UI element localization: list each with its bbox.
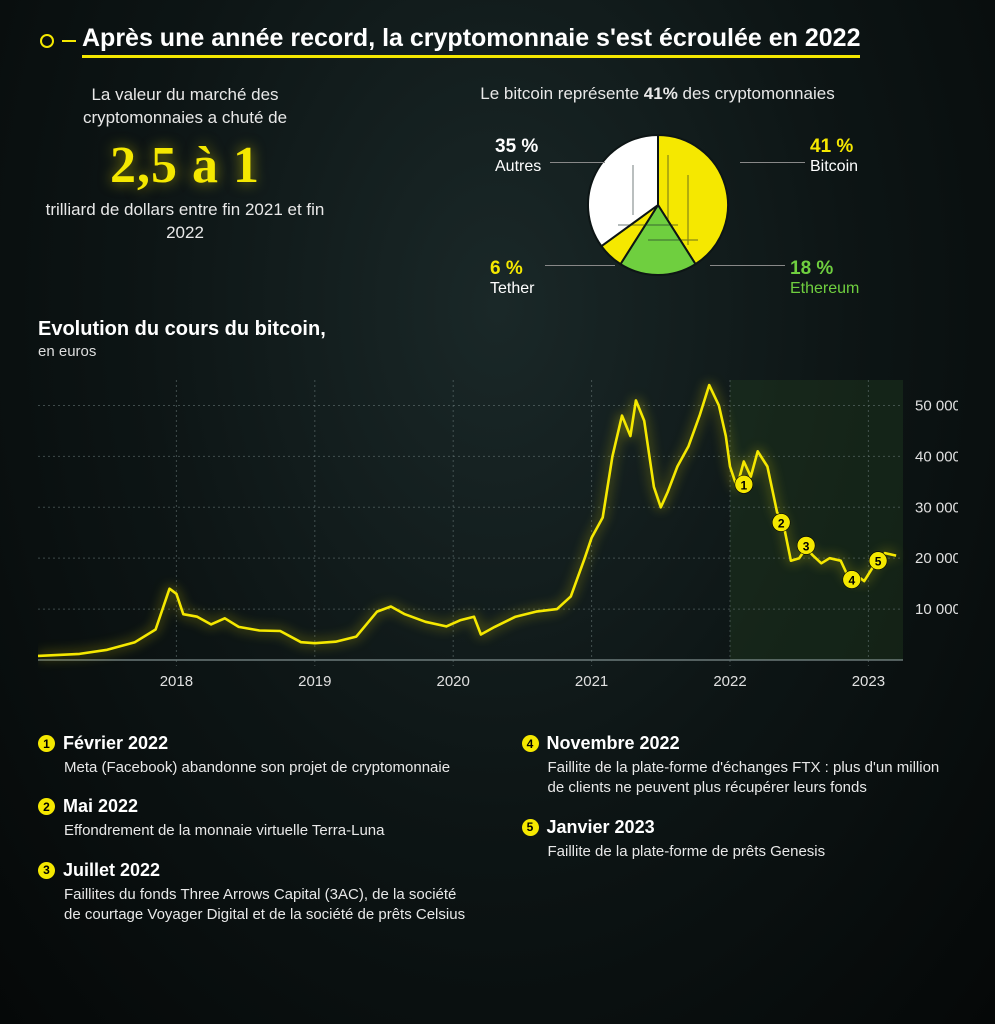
- chart-marker-5: 5: [869, 552, 887, 570]
- stat-outro: trilliard de dollars entre fin 2021 et f…: [40, 199, 330, 245]
- event-desc: Faillite de la plate-forme de prêts Gene…: [522, 842, 952, 862]
- x-tick-label: 2018: [160, 673, 193, 690]
- pie-chart-area: Le bitcoin représente 41% des cryptomonn…: [350, 84, 965, 300]
- chart-marker-4: 4: [843, 571, 861, 589]
- event-desc: Faillites du fonds Three Arrows Capital …: [38, 885, 468, 926]
- events-col-right: 4 Novembre 2022 Faillite de la plate-for…: [522, 733, 966, 943]
- event-2: 2 Mai 2022 Effondrement de la monnaie vi…: [38, 796, 482, 841]
- pie-label-tether: 6 %Tether: [490, 258, 534, 298]
- header: Après une année record, la cryptomonnaie…: [0, 0, 995, 66]
- top-section: La valeur du marché des cryptomonnaies a…: [0, 66, 995, 308]
- event-badge-3: 3: [38, 862, 55, 879]
- page-title: Après une année record, la cryptomonnaie…: [82, 24, 860, 58]
- bullet-icon: [40, 34, 54, 48]
- event-badge-2: 2: [38, 798, 55, 815]
- x-tick-label: 2019: [298, 673, 331, 690]
- chart-subtitle: en euros: [38, 343, 965, 360]
- svg-text:3: 3: [803, 539, 810, 553]
- bitcoin-price-chart: 10 000 20 000 30 000 40 000 50 000 2018 2019 20…: [38, 370, 965, 715]
- x-tick-label: 2020: [437, 673, 470, 690]
- pie-label-ethereum: 18 %Ethereum: [790, 258, 859, 298]
- chart-marker-1: 1: [735, 475, 753, 493]
- pie-label-autres: 35 %Autres: [495, 136, 541, 176]
- pie-chart: 41 %Bitcoin 18 %Ethereum 6 %Tether 35 %Autr…: [350, 110, 965, 300]
- pie-title: Le bitcoin représente 41% des cryptomonn…: [350, 84, 965, 104]
- x-tick-label: 2021: [575, 673, 608, 690]
- event-badge-5: 5: [522, 819, 539, 836]
- chart-marker-3: 3: [797, 536, 815, 554]
- x-tick-label: 2023: [852, 673, 885, 690]
- events-section: 1 Février 2022 Meta (Facebook) abandonne…: [0, 715, 995, 963]
- event-badge-1: 1: [38, 735, 55, 752]
- svg-text:5: 5: [875, 555, 882, 569]
- event-date: Novembre 2022: [547, 733, 680, 754]
- event-4: 4 Novembre 2022 Faillite de la plate-for…: [522, 733, 966, 799]
- pie-label-bitcoin: 41 %Bitcoin: [810, 136, 858, 176]
- y-tick-label: 30 000: [915, 499, 958, 516]
- y-tick-label: 40 000: [915, 448, 958, 465]
- event-date: Mai 2022: [63, 796, 138, 817]
- svg-text:2: 2: [778, 517, 785, 531]
- event-date: Février 2022: [63, 733, 168, 754]
- event-date: Janvier 2023: [547, 817, 655, 838]
- y-tick-label: 50 000: [915, 397, 958, 414]
- svg-text:4: 4: [848, 574, 855, 588]
- stat-value: 2,5 à 1: [40, 136, 330, 195]
- title-connector: [62, 40, 76, 42]
- x-tick-label: 2022: [713, 673, 746, 690]
- chart-title: Evolution du cours du bitcoin,: [38, 318, 965, 341]
- highlight-2022: [730, 380, 903, 660]
- market-drop-stat: La valeur du marché des cryptomonnaies a…: [40, 84, 330, 300]
- event-desc: Faillite de la plate-forme d'échanges FT…: [522, 758, 952, 799]
- event-3: 3 Juillet 2022 Faillites du fonds Three …: [38, 860, 482, 926]
- y-tick-label: 20 000: [915, 550, 958, 567]
- chart-marker-2: 2: [772, 514, 790, 532]
- event-badge-4: 4: [522, 735, 539, 752]
- stat-intro: La valeur du marché des cryptomonnaies a…: [40, 84, 330, 130]
- y-tick-label: 10 000: [915, 601, 958, 618]
- events-col-left: 1 Février 2022 Meta (Facebook) abandonne…: [38, 733, 482, 943]
- line-chart-area: Evolution du cours du bitcoin, en euros …: [0, 308, 995, 715]
- event-date: Juillet 2022: [63, 860, 160, 881]
- event-5: 5 Janvier 2023 Faillite de la plate-form…: [522, 817, 966, 862]
- event-desc: Effondrement de la monnaie virtuelle Ter…: [38, 821, 468, 841]
- event-1: 1 Février 2022 Meta (Facebook) abandonne…: [38, 733, 482, 778]
- event-desc: Meta (Facebook) abandonne son projet de …: [38, 758, 468, 778]
- svg-text:1: 1: [740, 478, 747, 492]
